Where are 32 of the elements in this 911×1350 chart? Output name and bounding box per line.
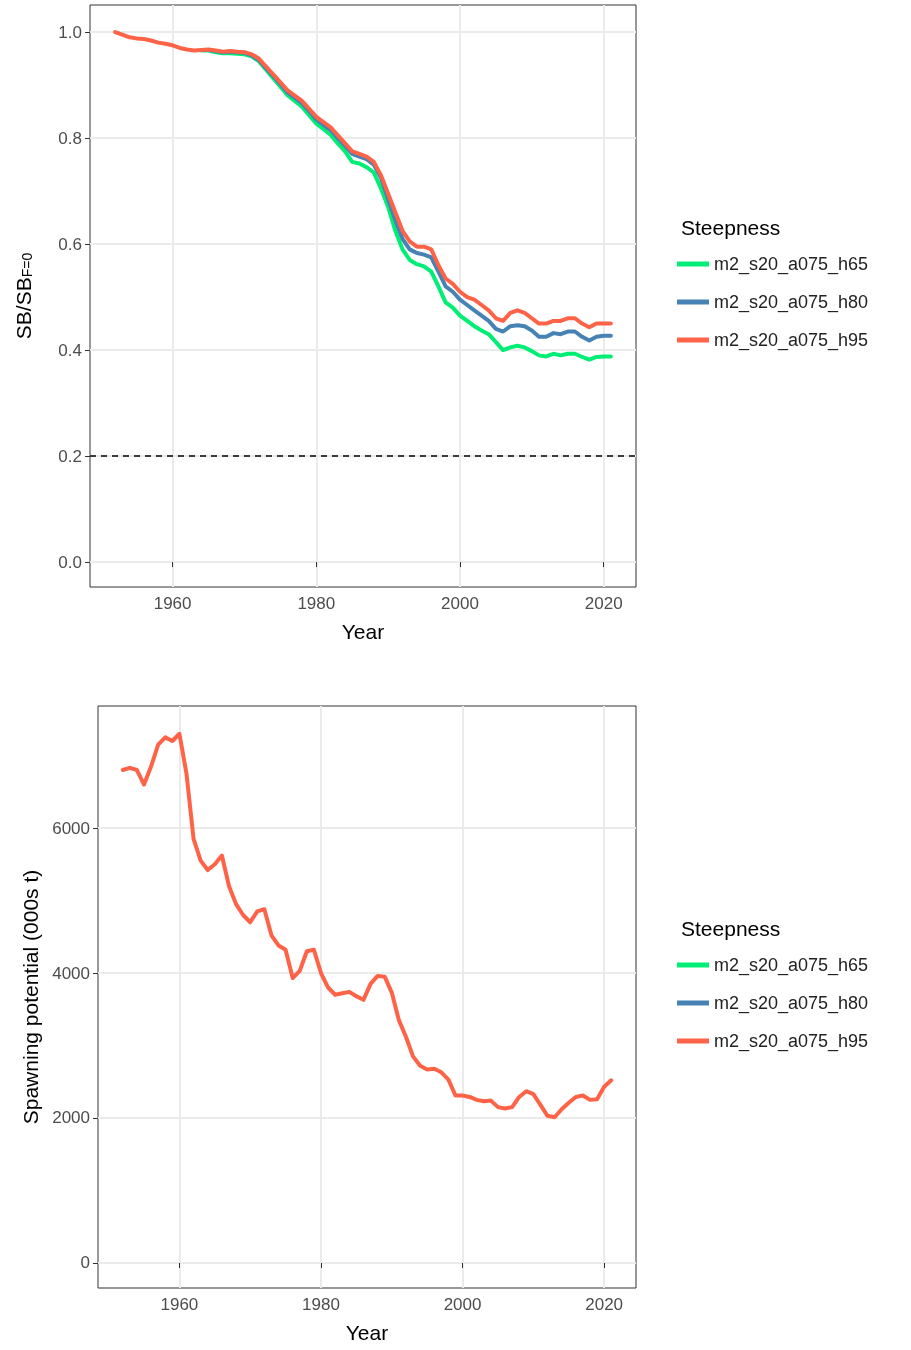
y-tick-label: 0.8	[58, 128, 82, 148]
line-series	[113, 30, 613, 330]
legend-label: m2_s20_a075_h65	[714, 955, 869, 976]
x-tick-label: 1980	[297, 594, 336, 613]
y-tick-label: 0.6	[58, 234, 82, 254]
y-axis-title: SB/SBF=0	[11, 252, 35, 340]
legend-label: m2_s20_a075_h95	[714, 1031, 869, 1052]
y-tick-label: 0	[80, 1253, 90, 1273]
legend-label: m2_s20_a075_h95	[714, 330, 869, 351]
x-tick-label: 1960	[160, 1295, 199, 1314]
x-tick-label: 1960	[153, 594, 192, 613]
y-tick-label: 2000	[52, 1108, 90, 1128]
y-tick-label: 4000	[52, 963, 90, 983]
x-tick-label: 1980	[302, 1295, 340, 1314]
y-tick-label: 0.2	[58, 446, 82, 466]
legend-label: m2_s20_a075_h80	[714, 993, 869, 1014]
x-tick-label: 2000	[441, 594, 479, 613]
legend-title: Steepness	[681, 216, 781, 239]
legend-title: Steepness	[681, 917, 781, 940]
y-tick-label: 0.0	[58, 552, 82, 572]
y-tick-label: 1.0	[58, 22, 82, 42]
x-tick-label: 2020	[584, 594, 623, 613]
y-tick-label: 6000	[52, 818, 90, 838]
x-tick-label: 2020	[585, 1295, 624, 1314]
x-tick-label: 2000	[443, 1295, 482, 1314]
line-series	[120, 731, 614, 1120]
y-axis-title: Spawning potential (000s t)	[19, 869, 43, 1125]
legend-label: m2_s20_a075_h80	[714, 292, 869, 313]
y-tick-label: 0.4	[58, 340, 82, 360]
x-axis-title: Year	[345, 1321, 389, 1344]
legend-label: m2_s20_a075_h65	[714, 254, 869, 275]
x-axis-title: Year	[341, 620, 385, 643]
